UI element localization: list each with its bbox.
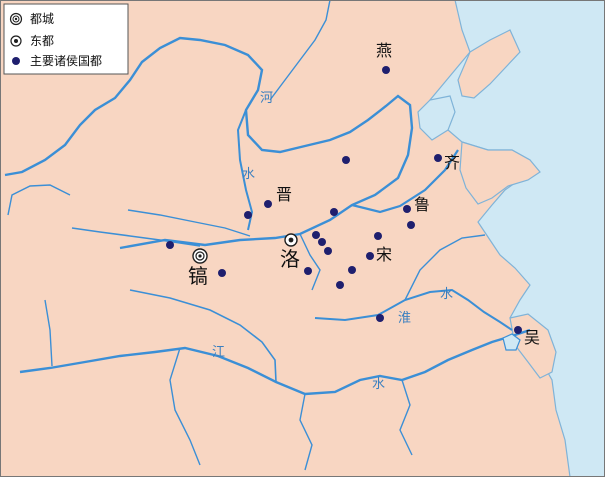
vassal-dot [312, 231, 320, 239]
jiang-west-branch [44, 299, 53, 367]
legend-label-east-capital: 东都 [30, 34, 54, 48]
legend-east-capital-icon [10, 35, 22, 47]
han-river [129, 289, 277, 383]
place-label-luo: 洛 [280, 247, 300, 271]
vassal-dot [403, 205, 411, 213]
vassal-dot [166, 241, 174, 249]
huai-tributary [404, 234, 486, 301]
vassal-dot [382, 66, 390, 74]
vassal-dot [514, 326, 522, 334]
place-label-wu: 吴 [524, 328, 540, 347]
vassal-dot [336, 281, 344, 289]
liaodong-coast [457, 29, 521, 99]
legend-label-capital: 都城 [30, 12, 54, 26]
vassal-dot [374, 232, 382, 240]
huai-river [314, 288, 513, 331]
vassal-dot [376, 314, 384, 322]
vassal-dot [218, 269, 226, 277]
taihu-lake [502, 333, 521, 351]
vassal-dot [348, 266, 356, 274]
river-label-jiang-1: 江 [212, 345, 225, 360]
vassal-markers [166, 66, 522, 334]
shandong-coast [459, 141, 541, 205]
vassal-dot [324, 247, 332, 255]
place-label-song: 宋 [376, 245, 392, 264]
river-label-jiang-2: 水 [372, 377, 385, 392]
vassal-dot [407, 221, 415, 229]
legend: 都城 东都 主要诸侯国都 [3, 3, 129, 75]
jiang-south-branch [169, 347, 201, 466]
vassal-dot [244, 211, 252, 219]
east-capital-marker-luo [284, 233, 298, 247]
yellow-river-lower [351, 149, 459, 214]
place-label-qi: 齐 [444, 153, 460, 172]
luo-tributary [299, 233, 321, 291]
river-label-huai-1: 淮 [398, 311, 411, 326]
vassal-dot [434, 154, 442, 162]
place-label-yan: 燕 [376, 41, 392, 60]
yangtze-river [19, 328, 531, 396]
place-label-lu: 鲁 [414, 195, 430, 214]
vassal-dot [264, 200, 272, 208]
fen-river [127, 209, 251, 237]
jiang-south-branch-3 [399, 379, 413, 456]
legend-capital-icon [9, 12, 23, 26]
vassal-dot [366, 252, 374, 260]
vassal-dot [304, 267, 312, 275]
river-label-he-2: 水 [242, 167, 255, 182]
vassal-dot [342, 156, 350, 164]
place-label-jin: 晋 [276, 185, 292, 204]
vassal-dot [330, 208, 338, 216]
wei-river [71, 227, 201, 247]
vassal-dot [318, 238, 326, 246]
river-label-he-1: 河 [260, 91, 273, 106]
legend-label-vassal: 主要诸侯国都 [30, 54, 102, 68]
capital-marker-hao [192, 248, 208, 264]
jiang-south-branch-2 [299, 393, 313, 471]
legend-vassal-icon [12, 57, 20, 65]
bohai-bay [417, 95, 456, 141]
yellow-river [4, 36, 414, 250]
north-tributary [269, 0, 331, 101]
place-label-hao: 镐 [188, 264, 208, 288]
river-label-huai-2: 水 [440, 287, 453, 302]
northwest-river [7, 184, 71, 216]
